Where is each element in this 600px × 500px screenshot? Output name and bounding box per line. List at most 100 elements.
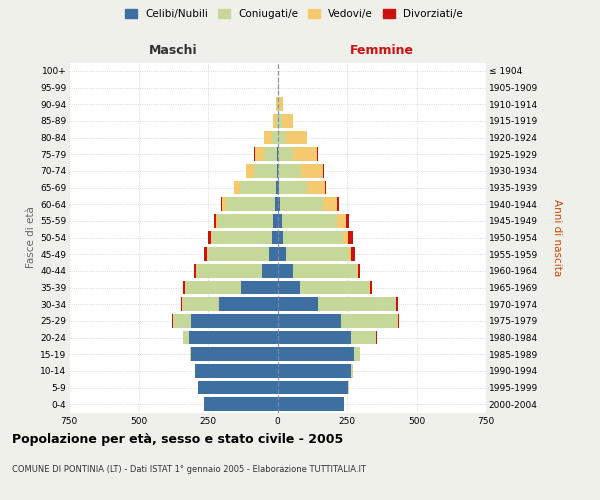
Bar: [307, 180, 325, 194]
Bar: [191, 348, 277, 361]
Bar: [318, 298, 395, 311]
Bar: [262, 264, 277, 278]
Bar: [246, 164, 254, 177]
Bar: [278, 148, 293, 161]
Bar: [274, 214, 277, 228]
Bar: [317, 148, 319, 161]
Bar: [300, 280, 369, 294]
Bar: [208, 248, 269, 261]
Bar: [277, 180, 279, 194]
Text: COMUNE DI PONTINIA (LT) - Dati ISTAT 1° gennaio 2005 - Elaborazione TUTTITALIA.I: COMUNE DI PONTINIA (LT) - Dati ISTAT 1° …: [12, 466, 366, 474]
Bar: [323, 164, 324, 177]
Bar: [370, 280, 372, 294]
Bar: [277, 264, 293, 278]
Bar: [396, 298, 398, 311]
Bar: [277, 130, 286, 144]
Bar: [286, 130, 307, 144]
Bar: [186, 280, 241, 294]
Bar: [214, 214, 217, 228]
Bar: [205, 248, 207, 261]
Bar: [233, 180, 235, 194]
Bar: [277, 214, 281, 228]
Bar: [272, 230, 277, 244]
Bar: [277, 298, 318, 311]
Bar: [241, 280, 277, 294]
Bar: [221, 198, 222, 211]
Bar: [173, 314, 191, 328]
Bar: [301, 164, 323, 177]
Bar: [279, 98, 283, 111]
Bar: [274, 114, 276, 128]
Bar: [181, 298, 182, 311]
Bar: [196, 364, 277, 378]
Bar: [194, 264, 196, 278]
Bar: [283, 230, 343, 244]
Bar: [351, 248, 355, 261]
Bar: [255, 148, 265, 161]
Bar: [277, 198, 280, 211]
Bar: [222, 198, 226, 211]
Bar: [269, 248, 277, 261]
Bar: [226, 198, 275, 211]
Bar: [293, 264, 357, 278]
Bar: [277, 280, 300, 294]
Bar: [197, 264, 262, 278]
Bar: [277, 230, 283, 244]
Bar: [275, 198, 277, 211]
Bar: [263, 130, 272, 144]
Text: Popolazione per età, sesso e stato civile - 2005: Popolazione per età, sesso e stato civil…: [12, 432, 343, 446]
Bar: [265, 148, 277, 161]
Bar: [190, 348, 191, 361]
Bar: [254, 164, 277, 177]
Bar: [277, 330, 351, 344]
Bar: [343, 230, 349, 244]
Bar: [277, 114, 281, 128]
Bar: [218, 214, 274, 228]
Text: Femmine: Femmine: [350, 44, 414, 58]
Bar: [277, 348, 354, 361]
Bar: [191, 314, 277, 328]
Bar: [369, 280, 370, 294]
Bar: [341, 314, 397, 328]
Bar: [398, 314, 399, 328]
Y-axis label: Anni di nascita: Anni di nascita: [552, 199, 562, 276]
Bar: [277, 98, 279, 111]
Bar: [278, 164, 301, 177]
Bar: [280, 198, 323, 211]
Bar: [293, 148, 317, 161]
Y-axis label: Fasce di età: Fasce di età: [26, 206, 36, 268]
Bar: [204, 398, 277, 411]
Bar: [198, 380, 277, 394]
Bar: [219, 298, 277, 311]
Bar: [351, 330, 376, 344]
Bar: [211, 230, 212, 244]
Bar: [277, 364, 351, 378]
Bar: [277, 380, 349, 394]
Bar: [208, 230, 211, 244]
Bar: [278, 80, 280, 94]
Bar: [188, 330, 277, 344]
Legend: Celibi/Nubili, Coniugati/e, Vedovi/e, Divorziati/e: Celibi/Nubili, Coniugati/e, Vedovi/e, Di…: [121, 5, 467, 24]
Bar: [349, 230, 353, 244]
Bar: [281, 114, 293, 128]
Bar: [277, 398, 344, 411]
Bar: [183, 298, 219, 311]
Bar: [277, 164, 278, 177]
Bar: [212, 230, 272, 244]
Bar: [286, 248, 349, 261]
Text: Maschi: Maschi: [149, 44, 197, 58]
Bar: [358, 264, 361, 278]
Bar: [349, 248, 351, 261]
Bar: [281, 214, 337, 228]
Bar: [351, 364, 353, 378]
Bar: [277, 314, 341, 328]
Bar: [337, 198, 340, 211]
Bar: [337, 214, 346, 228]
Bar: [279, 180, 307, 194]
Bar: [357, 264, 358, 278]
Bar: [354, 348, 359, 361]
Bar: [217, 214, 218, 228]
Bar: [346, 214, 349, 228]
Bar: [276, 114, 277, 128]
Bar: [276, 180, 277, 194]
